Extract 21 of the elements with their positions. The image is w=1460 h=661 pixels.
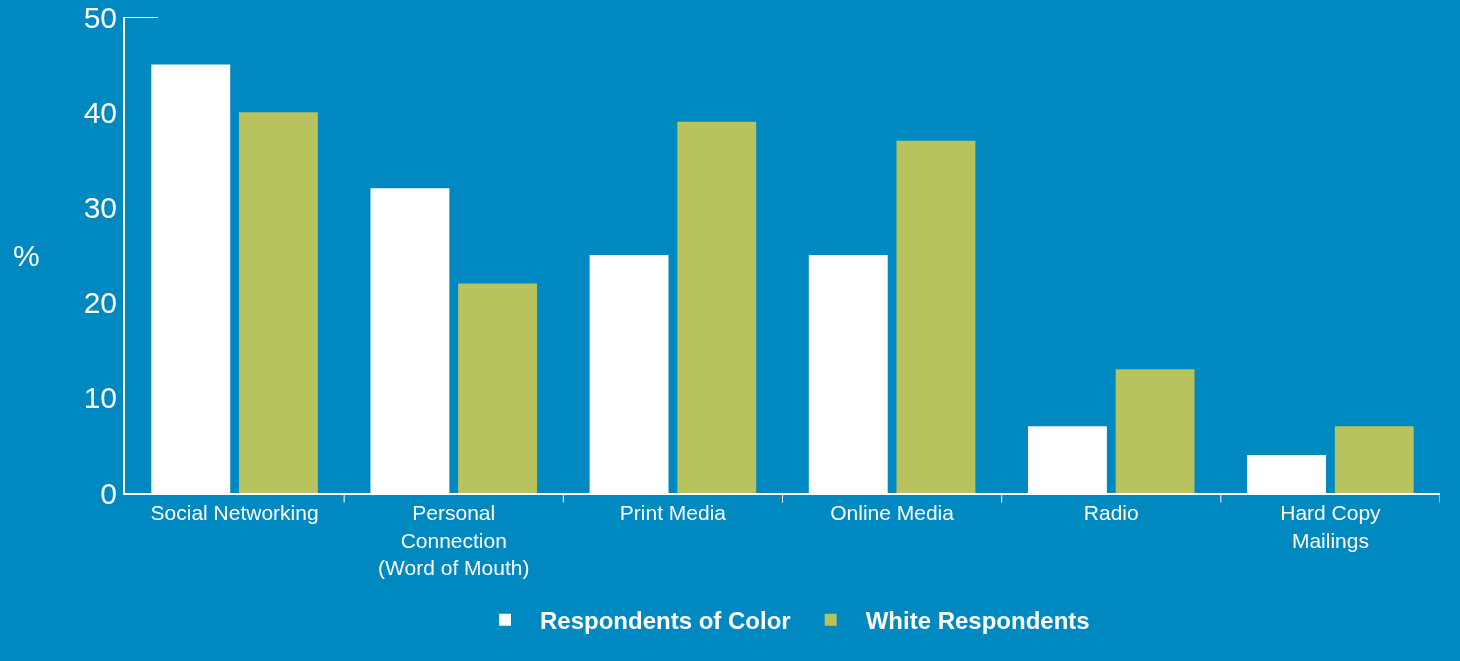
x-tick-label: Personal Connection (Word of Mouth) — [378, 501, 530, 579]
y-tick-label: 20 — [83, 286, 117, 320]
y-tick-label: 0 — [100, 476, 117, 510]
bar — [896, 140, 976, 493]
legend-label: Respondents of Color — [540, 607, 791, 635]
y-axis-title: % — [13, 239, 40, 272]
x-tick-label: Social Networking — [150, 501, 319, 525]
bar — [1115, 369, 1195, 493]
bar — [1334, 426, 1414, 493]
bar — [458, 283, 538, 493]
y-tick-label: 30 — [83, 190, 117, 224]
y-tick-label: 50 — [83, 0, 117, 34]
x-tick-label: Radio — [1083, 501, 1139, 525]
bar — [238, 112, 318, 493]
x-tick-label: Online Media — [830, 501, 955, 525]
x-tick-label: Hard Copy Mailings — [1280, 501, 1382, 552]
x-tick-label: Print Media — [619, 501, 727, 525]
y-tick-label: 10 — [83, 381, 117, 415]
bar — [677, 121, 757, 493]
legend-label: White Respondents — [865, 607, 1090, 635]
y-tick-label: 40 — [83, 95, 117, 129]
